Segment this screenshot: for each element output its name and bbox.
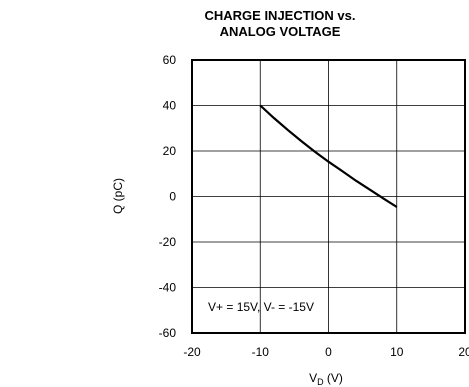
chart-title: CHARGE INJECTION vs. ANALOG VOLTAGE <box>190 8 370 40</box>
annotation-text: V+ = 15V, V- = -15V <box>208 300 314 314</box>
y-tick-label: 40 <box>163 99 177 113</box>
y-tick-label: 60 <box>163 53 177 67</box>
x-tick-label: -10 <box>252 345 270 359</box>
y-tick-label: 20 <box>163 144 177 158</box>
y-tick-label: -40 <box>159 281 177 295</box>
y-tick-labels: 60 40 20 0 -20 -40 -60 <box>159 53 177 340</box>
chart-title-line1: CHARGE INJECTION vs. <box>204 8 356 23</box>
x-tick-label: 10 <box>390 345 404 359</box>
x-axis-label-unit: (V) <box>324 371 343 385</box>
x-tick-label: 0 <box>325 345 332 359</box>
series-line <box>259 104 398 208</box>
grid-lines <box>192 60 465 333</box>
x-tick-labels: -20 -10 0 10 20 <box>183 345 469 359</box>
x-tick-label: -20 <box>183 345 201 359</box>
y-tick-label: -20 <box>159 235 177 249</box>
plot-frame <box>191 59 466 334</box>
x-axis-label-sub: D <box>317 377 324 387</box>
y-axis-label: Q (pC) <box>111 178 125 214</box>
x-tick-label: 20 <box>458 345 469 359</box>
y-tick-label: -60 <box>159 326 177 340</box>
y-tick-label: 0 <box>169 190 176 204</box>
chart-title-line2: ANALOG VOLTAGE <box>219 24 341 39</box>
x-axis-label-main: V <box>309 371 317 385</box>
x-axis-label: VD (V) <box>309 371 343 387</box>
